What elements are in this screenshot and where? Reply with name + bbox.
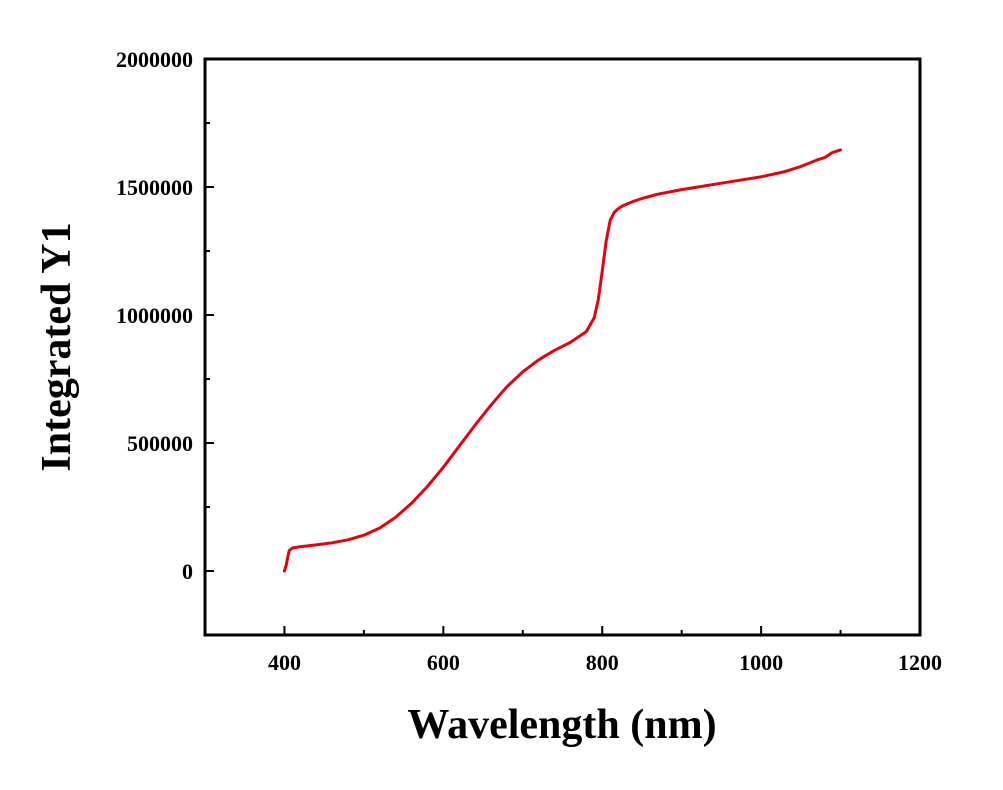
y-tick-label: 2000000 bbox=[116, 47, 193, 72]
y-axis: 0 500000 1000000 1500000 2000000 bbox=[116, 47, 214, 584]
series-layer bbox=[282, 148, 843, 573]
x-axis-title: Wavelength (nm) bbox=[407, 702, 716, 748]
y-tick-label: 1500000 bbox=[116, 175, 193, 200]
plot-frame bbox=[203, 57, 922, 637]
x-tick-label: 1000 bbox=[739, 650, 783, 675]
y-tick-label: 1000000 bbox=[116, 303, 193, 328]
x-tick-label: 400 bbox=[268, 650, 301, 675]
x-tick-label: 800 bbox=[586, 650, 619, 675]
x-tick-label: 600 bbox=[427, 650, 460, 675]
y-tick-label: 0 bbox=[182, 559, 193, 584]
x-tick-label: 1200 bbox=[898, 650, 942, 675]
y-axis-title: Integrated Y1 bbox=[34, 222, 80, 471]
series-line bbox=[282, 148, 843, 573]
x-axis: 400 600 800 1000 1200 bbox=[204, 626, 942, 675]
y-tick-label: 500000 bbox=[127, 431, 193, 456]
